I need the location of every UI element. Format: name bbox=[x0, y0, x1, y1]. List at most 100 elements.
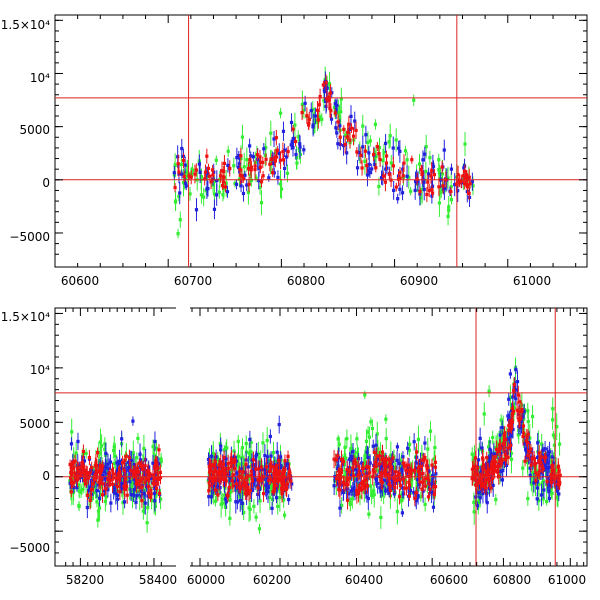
data-point bbox=[131, 472, 136, 477]
data-point bbox=[258, 155, 262, 159]
data-point bbox=[157, 448, 161, 452]
data-point bbox=[142, 447, 146, 451]
data-point bbox=[551, 407, 555, 411]
data-point bbox=[119, 467, 124, 471]
data-point bbox=[416, 496, 420, 500]
data-point bbox=[377, 462, 381, 466]
data-point bbox=[515, 380, 520, 384]
top-plot-frame bbox=[54, 14, 588, 268]
data-point bbox=[493, 469, 497, 473]
data-point bbox=[361, 482, 365, 486]
data-point bbox=[118, 490, 122, 494]
data-point bbox=[406, 446, 410, 450]
data-point bbox=[384, 167, 388, 171]
data-point bbox=[235, 156, 239, 160]
data-point bbox=[515, 408, 519, 412]
data-point bbox=[534, 471, 538, 475]
data-point bbox=[94, 484, 98, 488]
data-point bbox=[283, 467, 287, 472]
data-point bbox=[384, 161, 389, 165]
data-point bbox=[463, 182, 467, 186]
data-point bbox=[173, 185, 177, 190]
data-point bbox=[366, 455, 370, 460]
data-point bbox=[280, 489, 284, 493]
data-point bbox=[214, 455, 218, 459]
data-point bbox=[274, 155, 279, 159]
data-point bbox=[556, 482, 560, 486]
data-point bbox=[274, 136, 278, 140]
data-point bbox=[189, 175, 193, 179]
data-point bbox=[479, 470, 483, 474]
data-point bbox=[539, 455, 543, 459]
top-xtick-label: 60800 bbox=[287, 274, 325, 288]
data-point bbox=[240, 135, 245, 139]
data-point bbox=[529, 447, 533, 451]
data-point bbox=[272, 137, 276, 141]
data-point bbox=[293, 123, 297, 127]
data-point bbox=[470, 180, 474, 184]
data-point bbox=[338, 124, 342, 128]
data-point bbox=[194, 168, 198, 172]
data-point bbox=[347, 127, 351, 132]
data-point bbox=[312, 121, 316, 125]
data-point bbox=[220, 169, 224, 173]
data-point bbox=[125, 479, 129, 483]
data-point bbox=[391, 164, 395, 168]
data-point bbox=[456, 189, 460, 193]
data-point bbox=[285, 171, 290, 175]
data-point bbox=[541, 497, 545, 501]
data-point bbox=[279, 464, 283, 468]
data-point bbox=[350, 458, 354, 462]
data-point bbox=[254, 454, 258, 458]
data-point bbox=[420, 471, 425, 476]
data-point bbox=[320, 117, 324, 121]
data-point bbox=[120, 486, 124, 490]
data-point bbox=[318, 94, 322, 99]
data-point bbox=[268, 162, 272, 166]
data-point bbox=[503, 431, 507, 435]
data-point bbox=[273, 159, 277, 163]
data-point bbox=[520, 421, 525, 426]
data-point bbox=[138, 458, 142, 462]
bottom-plot-frame bbox=[54, 307, 588, 567]
data-point bbox=[517, 417, 521, 421]
top-xtick-label: 61000 bbox=[513, 274, 551, 288]
bottom-xtick-label: 60800 bbox=[493, 573, 531, 587]
data-point bbox=[112, 448, 116, 453]
data-point bbox=[276, 479, 280, 483]
data-point bbox=[239, 184, 243, 188]
data-point bbox=[497, 443, 502, 447]
data-point bbox=[388, 484, 392, 488]
data-point bbox=[398, 478, 402, 482]
data-point bbox=[476, 501, 480, 505]
data-point bbox=[204, 189, 208, 193]
data-point bbox=[412, 440, 416, 444]
data-point bbox=[480, 456, 485, 460]
data-point bbox=[300, 110, 304, 115]
data-point bbox=[398, 187, 402, 191]
data-point bbox=[415, 177, 419, 181]
data-point bbox=[470, 467, 475, 471]
data-point bbox=[381, 159, 385, 163]
data-point bbox=[134, 500, 138, 504]
data-point bbox=[545, 499, 549, 504]
data-point bbox=[470, 452, 474, 456]
data-point bbox=[415, 450, 419, 454]
data-point bbox=[393, 474, 398, 478]
data-point bbox=[270, 157, 274, 161]
data-point bbox=[354, 467, 358, 471]
data-point bbox=[145, 469, 150, 473]
data-point bbox=[286, 454, 290, 458]
bottom-xtick-label: 60400 bbox=[345, 573, 383, 587]
data-point bbox=[284, 487, 288, 491]
data-point bbox=[430, 490, 434, 494]
data-point bbox=[431, 162, 435, 166]
data-point bbox=[213, 469, 217, 473]
data-point bbox=[424, 145, 428, 149]
data-point bbox=[555, 425, 559, 429]
data-point bbox=[480, 484, 484, 488]
data-point bbox=[286, 149, 290, 154]
data-point bbox=[106, 462, 110, 466]
data-point bbox=[555, 474, 559, 478]
data-point bbox=[269, 477, 273, 482]
